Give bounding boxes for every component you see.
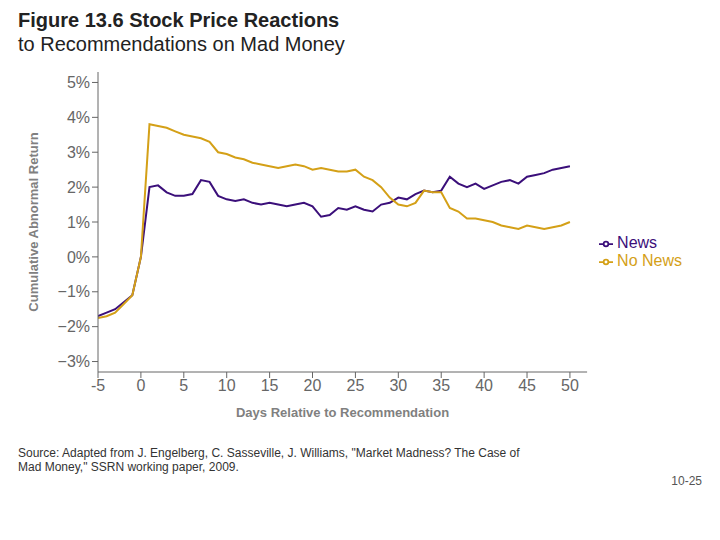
svg-text:3%: 3% <box>67 144 90 161</box>
svg-text:4%: 4% <box>67 109 90 126</box>
svg-text:0: 0 <box>136 377 145 394</box>
svg-text:−2%: −2% <box>58 318 90 335</box>
svg-text:1%: 1% <box>67 214 90 231</box>
svg-text:35: 35 <box>432 377 450 394</box>
svg-text:Cumulative Abnormal Return: Cumulative Abnormal Return <box>26 132 41 311</box>
svg-text:2%: 2% <box>67 179 90 196</box>
svg-text:30: 30 <box>389 377 407 394</box>
svg-text:−1%: −1% <box>58 283 90 300</box>
svg-text:10: 10 <box>218 377 236 394</box>
html-text:No News: No News <box>617 252 682 269</box>
svg-text:5: 5 <box>179 377 188 394</box>
svg-text:40: 40 <box>475 377 493 394</box>
svg-text:-5: -5 <box>91 377 105 394</box>
html-text:to Recommendations on Mad Mone: to Recommendations on Mad Money <box>18 33 345 55</box>
svg-text:50: 50 <box>561 377 579 394</box>
svg-text:Days Relative to Recommendatio: Days Relative to Recommendation <box>236 405 449 420</box>
html-text:News: News <box>617 234 658 251</box>
html-text:Figure 13.6 Stock Price Reacti: Figure 13.6 Stock Price Reactions <box>18 9 340 31</box>
svg-text:25: 25 <box>347 377 365 394</box>
svg-text:0%: 0% <box>67 249 90 266</box>
svg-text:5%: 5% <box>67 74 90 91</box>
html-text:10-25: 10-25 <box>671 474 702 488</box>
html-text:Source: Adapted from J. Engelb: Source: Adapted from J. Engelberg, C. Sa… <box>18 446 520 474</box>
svg-text:45: 45 <box>518 377 536 394</box>
svg-text:15: 15 <box>261 377 279 394</box>
svg-text:20: 20 <box>304 377 322 394</box>
svg-text:−3%: −3% <box>58 353 90 370</box>
